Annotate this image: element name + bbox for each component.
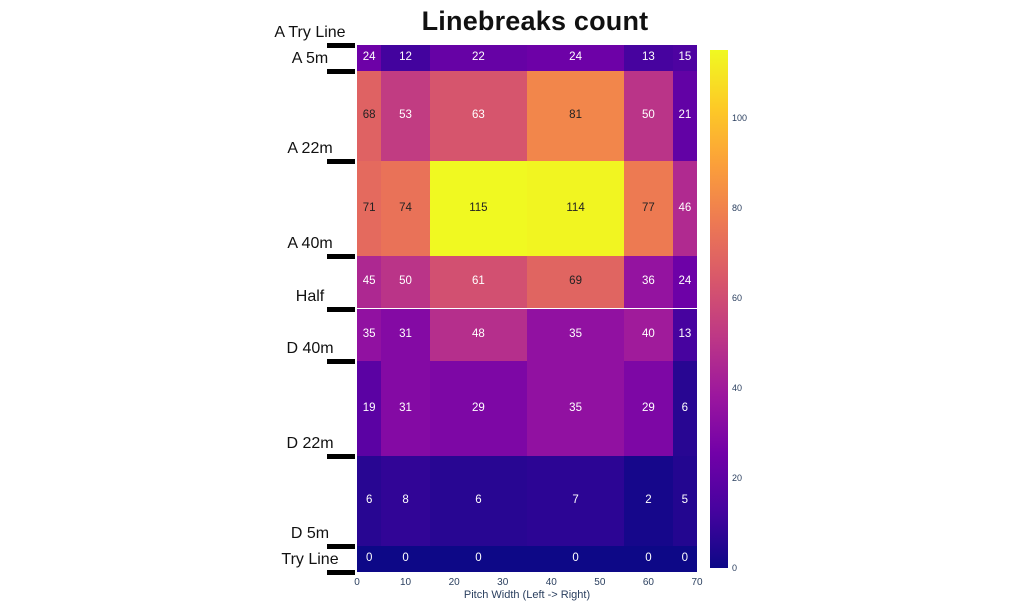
colorbar-tick-label: 100 [732,112,748,123]
y-axis-tick-mark [327,306,355,312]
heatmap-cell[interactable]: 71 [357,160,382,256]
heatmap-cell[interactable]: 0 [624,545,673,572]
heatmap-cell[interactable]: 69 [527,255,625,309]
chart-title: Linebreaks count [421,6,649,36]
heatmap-cell[interactable]: 0 [672,545,697,572]
colorbar-tick-label: 80 [732,202,743,213]
y-axis-label: D 5m [290,524,330,542]
heatmap-cell[interactable]: 19 [357,361,382,457]
heatmap-cell[interactable]: 24 [527,45,625,72]
x-axis-tick-label: 20 [448,577,460,588]
heatmap-plot-area: 24 12 22 24 13 15 68 53 63 81 50 21 71 74 115 114 77 46 45… [357,45,697,572]
heatmap-cell[interactable]: 0 [527,545,625,572]
heatmap-cell[interactable]: 0 [357,545,382,572]
heatmap-cell[interactable]: 114 [527,160,625,256]
colorbar-tick-label: 40 [732,382,743,393]
heatmap-cell[interactable]: 31 [381,308,430,362]
heatmap-cell[interactable]: 63 [429,71,527,161]
heatmap-cell[interactable]: 50 [624,71,673,161]
heatmap-cell[interactable]: 35 [527,361,625,457]
heatmap-cell[interactable]: 68 [357,71,382,161]
y-axis-label: Try Line [281,551,339,568]
heatmap-cell[interactable]: 46 [672,160,697,256]
heatmap-cell[interactable]: 35 [357,308,382,362]
colorbar-tick-label: 20 [732,472,743,483]
colorbar-tick-label: 0 [732,563,738,573]
heatmap-cell[interactable]: 24 [357,45,382,72]
heatmap-cell[interactable]: 6 [672,361,697,457]
heatmap-cell[interactable]: 12 [381,45,430,72]
heatmap-cell[interactable]: 2 [624,456,673,546]
x-axis-tick-label: 50 [594,577,606,588]
heatmap-cell[interactable]: 29 [429,361,527,457]
heatmap-cell[interactable]: 21 [672,71,697,161]
y-axis-tick-mark [327,359,355,365]
x-axis-tick-label: 40 [545,577,557,588]
y-axis-label: Half [295,287,325,305]
heatmap-cell[interactable]: 48 [429,308,527,362]
heatmap-cell[interactable]: 13 [624,45,673,72]
heatmap-cell[interactable]: 40 [624,308,673,362]
y-axis-tick-mark [327,543,355,549]
heatmap-cell[interactable]: 35 [527,308,625,362]
heatmap-cell[interactable]: 45 [357,255,382,309]
heatmap-cell[interactable]: 22 [429,45,527,72]
x-axis-title: Pitch Width (Left -> Right) [463,589,591,601]
heatmap-cell[interactable]: 0 [381,545,430,572]
y-axis-label: A 40m [287,234,333,252]
heatmap-cell[interactable]: 61 [429,255,527,309]
x-axis-tick-label: 70 [691,577,703,588]
heatmap-cell[interactable]: 50 [381,255,430,309]
heatmap-cell[interactable]: 81 [527,71,625,161]
y-axis-label: A Try Line [274,24,346,41]
y-axis-label: A 5m [291,50,329,68]
y-axis-tick-mark [327,158,355,164]
heatmap-cell[interactable]: 36 [624,255,673,309]
heatmap-cell[interactable]: 115 [429,160,527,256]
y-axis-tick-mark [327,570,355,575]
y-axis-tick-mark [327,69,355,75]
y-axis-tick-mark [327,43,355,48]
heatmap-cell[interactable]: 7 [527,456,625,546]
heatmap-cell[interactable]: 6 [429,456,527,546]
heatmap-cell[interactable]: 24 [672,255,697,309]
heatmap-cell[interactable]: 53 [381,71,430,161]
colorbar-tick-label: 60 [732,292,743,303]
heatmap-cell[interactable]: 15 [672,45,697,72]
heatmap-cell[interactable]: 74 [381,160,430,256]
heatmap-cell[interactable]: 77 [624,160,673,256]
y-axis-tick-mark [327,454,355,460]
x-axis-tick-label: 0 [354,577,360,588]
heatmap-cell[interactable]: 13 [672,308,697,362]
x-axis-tick-label: 10 [400,577,412,588]
heatmap-cell[interactable]: 5 [672,456,697,546]
x-axis-tick-label: 60 [642,577,654,588]
y-axis-label: D 22m [286,435,334,453]
y-axis-label: D 40m [286,340,334,358]
heatmap-cell[interactable]: 31 [381,361,430,457]
y-axis-label: A 22m [287,139,333,157]
heatmap-cell[interactable]: 0 [429,545,527,572]
heatmap-cell[interactable]: 6 [357,456,382,546]
colorbar-gradient [710,50,728,568]
heatmap-cell[interactable]: 8 [381,456,430,546]
heatmap-cell[interactable]: 29 [624,361,673,457]
y-axis-tick-mark [327,253,355,259]
x-axis-tick-label: 30 [497,577,509,588]
